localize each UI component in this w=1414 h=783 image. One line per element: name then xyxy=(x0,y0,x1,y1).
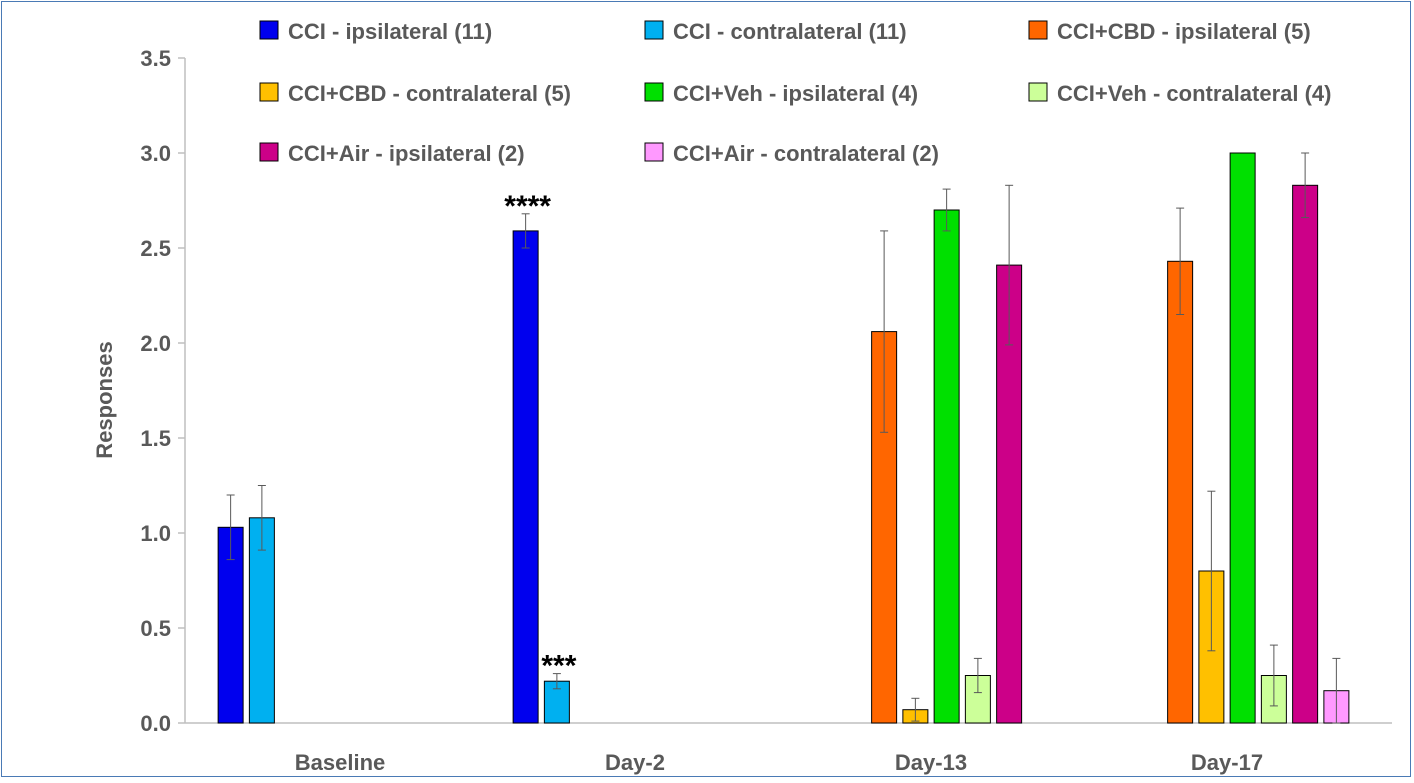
y-axis-label: Responses xyxy=(92,341,117,458)
legend: CCI - ipsilateral (11) CCI - contralatera… xyxy=(259,19,1331,166)
legend-label: CCI - ipsilateral (11) xyxy=(288,19,492,44)
y-tick-label: 1.0 xyxy=(140,521,171,546)
y-tick-label: 2.5 xyxy=(140,236,171,261)
legend-swatch xyxy=(644,142,664,162)
x-tick-label: Baseline xyxy=(295,750,386,775)
x-tick-label: Day-13 xyxy=(895,750,967,775)
y-tick-label: 2.0 xyxy=(140,331,171,356)
y-tick-label: 1.5 xyxy=(140,426,171,451)
legend-item: CCI+Veh - contralateral (4) xyxy=(1028,81,1331,106)
legend-swatch xyxy=(644,20,664,40)
legend-label: CCI+CBD - ipsilateral (5) xyxy=(1057,19,1311,44)
y-axis-ticks: 0.0 0.5 1.0 1.5 2.0 2.5 3.0 3.5 xyxy=(140,46,185,736)
legend-swatch xyxy=(259,20,279,40)
y-tick-label: 0.5 xyxy=(140,616,171,641)
legend-item: CCI+Veh - ipsilateral (4) xyxy=(644,81,918,106)
legend-label: CCI+Air - ipsilateral (2) xyxy=(288,141,525,166)
legend-swatch xyxy=(1028,82,1048,102)
legend-label: CCI+Air - contralateral (2) xyxy=(673,141,939,166)
legend-item: CCI+CBD - ipsilateral (5) xyxy=(1028,19,1311,44)
legend-swatch xyxy=(259,82,279,102)
legend-label: CCI+Veh - ipsilateral (4) xyxy=(673,81,918,106)
x-tick-label: Day-2 xyxy=(605,750,665,775)
bar xyxy=(1292,184,1319,724)
legend-item: CCI+Air - contralateral (2) xyxy=(644,141,939,166)
legend-item: CCI+Air - ipsilateral (2) xyxy=(259,141,525,166)
bar xyxy=(248,517,275,724)
legend-label: CCI+CBD - contralateral (5) xyxy=(288,81,571,106)
legend-item: CCI+CBD - contralateral (5) xyxy=(259,81,571,106)
legend-item: CCI - contralateral (11) xyxy=(644,19,907,44)
bar xyxy=(1167,260,1194,724)
legend-swatch xyxy=(259,142,279,162)
significance-marker: *** xyxy=(541,650,576,683)
x-axis-ticks: Baseline Day-2 Day-13 Day-17 xyxy=(295,750,1263,775)
legend-swatch xyxy=(644,82,664,102)
significance-marker: **** xyxy=(504,190,551,223)
y-tick-label: 0.0 xyxy=(140,711,171,736)
legend-label: CCI - contralateral (11) xyxy=(673,19,907,44)
y-tick-label: 3.5 xyxy=(140,46,171,71)
y-tick-label: 3.0 xyxy=(140,141,171,166)
bar xyxy=(512,230,539,724)
legend-label: CCI+Veh - contralateral (4) xyxy=(1057,81,1331,106)
legend-swatch xyxy=(1028,20,1048,40)
x-tick-label: Day-17 xyxy=(1191,750,1263,775)
bar xyxy=(933,209,960,724)
bar xyxy=(1229,152,1256,724)
significance-annotations: ******* xyxy=(504,190,576,683)
legend-item: CCI - ipsilateral (11) xyxy=(259,19,492,44)
bars xyxy=(217,152,1350,724)
